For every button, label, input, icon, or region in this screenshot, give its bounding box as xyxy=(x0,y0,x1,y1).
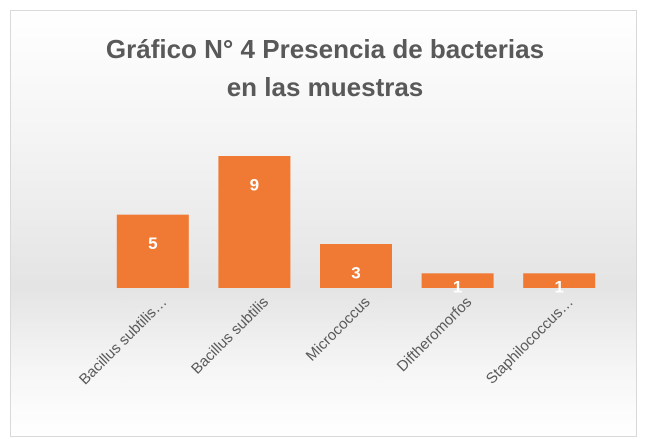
x-tick-label: Diftheromorfos xyxy=(394,294,476,376)
chart-title: Gráfico N° 4 Presencia de bacterias en l… xyxy=(105,34,545,102)
x-tick-label: Micrococcus xyxy=(303,294,374,365)
data-label: 1 xyxy=(554,277,563,296)
data-label: 9 xyxy=(250,175,259,194)
bar xyxy=(523,273,596,288)
bar xyxy=(116,214,189,288)
bar xyxy=(218,156,291,288)
data-label: 1 xyxy=(453,277,462,296)
data-label: 3 xyxy=(351,263,360,282)
chart-area xyxy=(10,10,637,437)
x-tick-label: Staphilococcus… xyxy=(483,294,577,388)
x-tick-label: Bacillus subtilis xyxy=(188,294,272,378)
bar xyxy=(421,273,494,288)
bar xyxy=(320,244,392,288)
data-label: 5 xyxy=(148,234,157,253)
x-tick-label: Bacillus subtilis… xyxy=(76,294,171,389)
